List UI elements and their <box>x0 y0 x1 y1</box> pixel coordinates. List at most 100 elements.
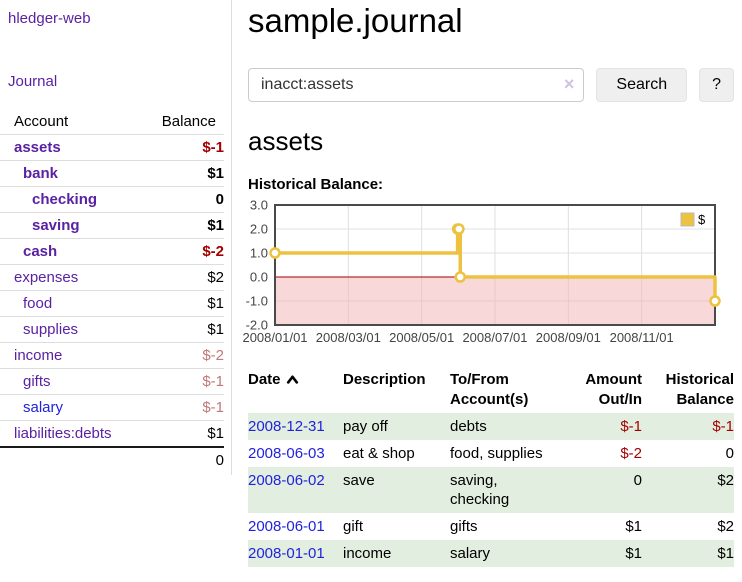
accounts-header-row: Account Balance <box>0 109 224 135</box>
transaction-row: 2008-12-31 pay off debts $-1 $-1 <box>248 413 734 440</box>
transaction-amount: 0 <box>633 472 642 489</box>
register-header-description: Description <box>343 371 426 388</box>
transaction-amount: $-1 <box>620 418 642 435</box>
transaction-accounts: gifts <box>450 518 478 535</box>
register-header-accounts: To/From Account(s) <box>450 371 529 408</box>
account-balance: $-2 <box>202 347 224 364</box>
account-row: bank $1 <box>0 160 224 187</box>
account-row: checking 0 <box>0 186 224 213</box>
account-row: expenses $2 <box>0 264 224 291</box>
svg-text:2008/05/01: 2008/05/01 <box>389 330 454 345</box>
register-header-date-label: Date <box>248 371 281 388</box>
transaction-date-link[interactable]: 2008-12-31 <box>248 418 325 435</box>
register-header-balance: Historical Balance <box>665 371 734 408</box>
sidebar-item-journal[interactable]: Journal <box>8 73 58 90</box>
account-balance: 0 <box>215 191 224 208</box>
transaction-row: 2008-06-01 gift gifts $1 $2 <box>248 513 734 540</box>
register-header-date[interactable]: Date <box>248 367 343 413</box>
account-balance: $1 <box>207 295 224 312</box>
svg-text:0.0: 0.0 <box>250 270 268 285</box>
transaction-accounts: saving, checking <box>450 472 510 508</box>
svg-text:2008/01/01: 2008/01/01 <box>242 330 307 345</box>
accounts-header-balance: Balance <box>161 113 216 130</box>
account-row: liabilities:debts $1 <box>0 420 224 448</box>
sidebar-account-link[interactable]: assets <box>14 139 61 156</box>
search-button[interactable]: Search <box>596 68 688 102</box>
account-row: assets $-1 <box>0 134 224 161</box>
help-button[interactable]: ? <box>699 68 734 102</box>
transaction-date-link[interactable]: 2008-06-01 <box>248 518 325 535</box>
account-balance: $-1 <box>202 373 224 390</box>
main-content: sample.journal × Search ? assets Histori… <box>242 0 734 567</box>
svg-text:$: $ <box>698 212 706 227</box>
transaction-accounts: debts <box>450 418 487 435</box>
account-balance: $1 <box>207 165 224 182</box>
accounts-table: Account Balance assets $-1 bank $1 checking 0… <box>0 109 224 473</box>
sidebar-account-link[interactable]: checking <box>32 191 98 208</box>
transaction-description: save <box>343 472 375 489</box>
sidebar-account-link[interactable]: expenses <box>14 269 79 286</box>
transaction-date-link[interactable]: 2008-06-02 <box>248 472 325 489</box>
account-balance: $-2 <box>202 243 224 260</box>
register-header-amount: Amount Out/In <box>585 371 642 408</box>
account-row: income $-2 <box>0 342 224 369</box>
accounts-table-body: assets $-1 bank $1 checking 0 saving $1 cash $-2 e… <box>0 134 224 448</box>
svg-text:2008/07/01: 2008/07/01 <box>462 330 527 345</box>
clear-search-icon[interactable]: × <box>563 74 575 94</box>
transaction-amount: $-2 <box>620 445 642 462</box>
svg-text:3.0: 3.0 <box>250 198 268 213</box>
chart-title: Historical Balance: <box>248 176 384 193</box>
account-heading: assets <box>248 126 324 156</box>
search-box: × <box>248 68 585 102</box>
sidebar-account-link[interactable]: bank <box>23 165 59 182</box>
account-balance: $-1 <box>202 139 224 156</box>
sidebar-account-link[interactable]: income <box>14 347 63 364</box>
transaction-description: eat & shop <box>343 445 415 462</box>
sidebar-account-link[interactable]: food <box>23 295 53 312</box>
sidebar-account-link[interactable]: supplies <box>23 321 79 338</box>
accounts-header-account: Account <box>14 113 69 130</box>
sidebar-account-link[interactable]: gifts <box>23 373 51 390</box>
sidebar-account-link[interactable]: saving <box>32 217 80 234</box>
account-row: food $1 <box>0 290 224 317</box>
account-balance: $1 <box>207 321 224 338</box>
svg-text:2.0: 2.0 <box>250 222 268 237</box>
transaction-balance: $2 <box>717 472 734 489</box>
page-title: sample.journal <box>248 2 463 39</box>
svg-text:-2.0: -2.0 <box>246 318 268 333</box>
transaction-balance: $1 <box>717 545 734 562</box>
sidebar-account-link[interactable]: cash <box>23 243 58 260</box>
account-row: saving $1 <box>0 212 224 239</box>
svg-text:-1.0: -1.0 <box>246 294 268 309</box>
accounts-total-value: 0 <box>143 446 224 473</box>
sidebar-account-link[interactable]: liabilities:debts <box>14 425 112 442</box>
transaction-balance: $-1 <box>712 418 734 435</box>
register-table-body: 2008-12-31 pay off debts $-1 $-1 2008-06-03 ea… <box>248 413 734 567</box>
transaction-date-link[interactable]: 2008-01-01 <box>248 545 325 562</box>
svg-text:2008/03/01: 2008/03/01 <box>316 330 381 345</box>
transaction-description: income <box>343 545 392 562</box>
transaction-row: 2008-06-02 save saving, checking 0 $2 <box>248 467 734 513</box>
transaction-amount: $1 <box>625 545 642 562</box>
transaction-balance: $2 <box>717 518 734 535</box>
search-input[interactable] <box>248 68 585 102</box>
brand-link[interactable]: hledger-web <box>8 10 91 27</box>
register-table: Date Description To/From Account(s) Amou… <box>248 367 734 567</box>
search-form: × Search ? <box>248 68 734 102</box>
svg-text:2008/11/01: 2008/11/01 <box>610 330 674 345</box>
account-row: cash $-2 <box>0 238 224 265</box>
account-row: supplies $1 <box>0 316 224 343</box>
account-balance: $1 <box>207 425 224 442</box>
account-balance: $-1 <box>202 399 224 416</box>
transaction-row: 2008-01-01 income salary $1 $1 <box>248 540 734 567</box>
sort-up-icon <box>286 375 298 384</box>
account-row: gifts $-1 <box>0 368 224 395</box>
svg-text:2008/09/01: 2008/09/01 <box>536 330 601 345</box>
historical-balance-chart: $3.0 2.0 1.0 0.0 -1.0 -2.0 2008/01/01 2008/03/0… <box>242 198 734 353</box>
sidebar-account-link[interactable]: salary <box>23 399 64 416</box>
accounts-total-row: 0 <box>0 446 224 473</box>
account-balance: $2 <box>207 269 224 286</box>
transaction-date-link[interactable]: 2008-06-03 <box>248 445 325 462</box>
transaction-accounts: food, supplies <box>450 445 543 462</box>
account-balance: $1 <box>207 217 224 234</box>
